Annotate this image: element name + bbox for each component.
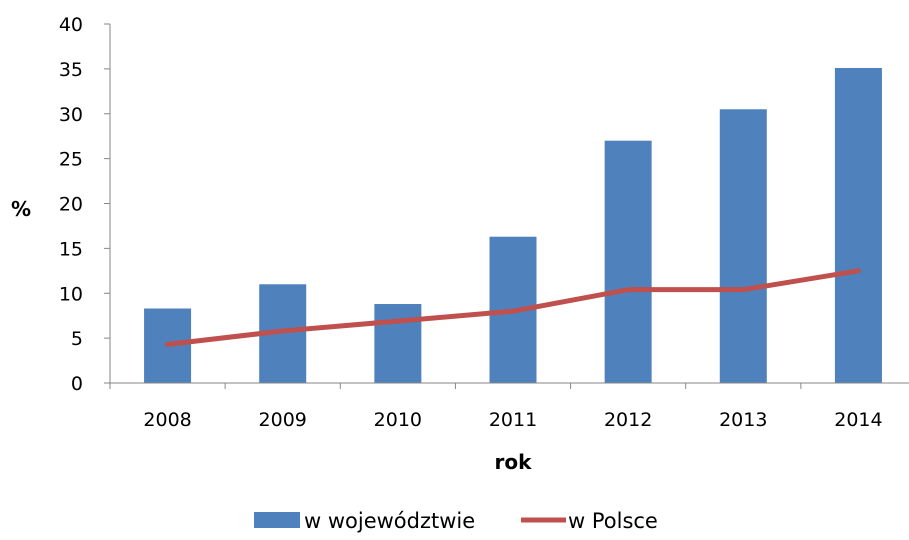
y-tick-label: 15 (59, 238, 83, 260)
bar (719, 109, 767, 383)
y-tick-label: 25 (59, 149, 83, 171)
legend-bar-swatch (254, 512, 300, 528)
x-tick-label: 2008 (143, 409, 191, 431)
y-tick-label: 5 (71, 328, 83, 350)
x-axis-title: rok (495, 450, 533, 474)
y-tick-label: 10 (59, 283, 83, 305)
plot-area: 0 5 10 15 20 25 30 35 40 2008 2009 2010 2011 2012 2013… (59, 14, 909, 431)
legend: w województwie w Polsce (254, 509, 658, 533)
y-axis-title: % (11, 197, 31, 221)
x-tick-label: 2012 (604, 409, 652, 431)
y-tick-label: 0 (71, 373, 83, 395)
x-tick-label: 2011 (489, 409, 537, 431)
bar (834, 67, 882, 383)
y-tick-label: 20 (59, 194, 83, 216)
x-tick-label: 2014 (834, 409, 882, 431)
y-tick-label: 30 (59, 104, 83, 126)
legend-label-line: w Polsce (568, 509, 658, 533)
bar (604, 140, 652, 383)
bar (374, 304, 422, 383)
legend-item-bar: w województwie (254, 509, 475, 533)
x-tick-label: 2013 (719, 409, 767, 431)
legend-item-line: w Polsce (521, 509, 658, 533)
legend-label-bar: w województwie (304, 509, 475, 533)
y-tick-label: 40 (59, 14, 83, 36)
y-tick-label: 35 (59, 59, 83, 81)
x-tick-label: 2010 (374, 409, 422, 431)
x-tick-label: 2009 (259, 409, 307, 431)
